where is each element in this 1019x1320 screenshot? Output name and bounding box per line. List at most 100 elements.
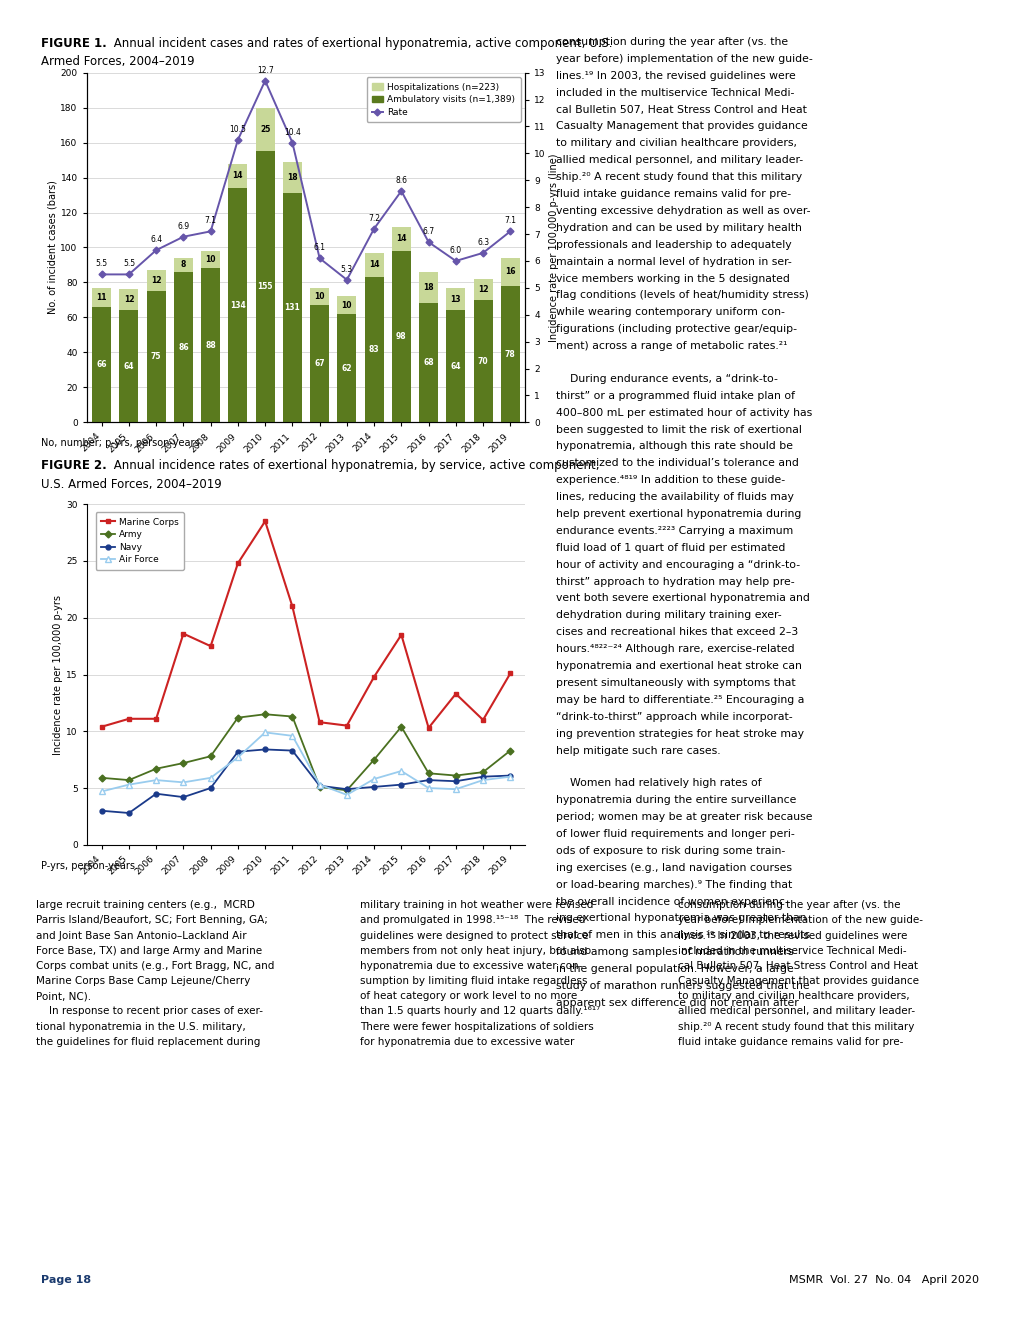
Text: 10: 10 — [341, 301, 352, 310]
Bar — [201, 268, 220, 422]
Marine Corps — [394, 627, 407, 643]
Text: 10: 10 — [314, 292, 325, 301]
Marine Corps — [422, 719, 434, 735]
Text: 6.9: 6.9 — [177, 222, 190, 231]
Army — [286, 709, 299, 725]
Marine Corps — [340, 718, 353, 734]
Text: that of men in this analysis is similar to results: that of men in this analysis is similar … — [555, 931, 809, 940]
Text: Marine Corps Base Camp Lejeune/Cherry: Marine Corps Base Camp Lejeune/Cherry — [36, 977, 250, 986]
Text: 18: 18 — [423, 284, 433, 292]
Text: year before) implementation of the new guide-: year before) implementation of the new g… — [678, 916, 922, 925]
Text: Annual incident cases and rates of exertional hyponatremia, active component, U.: Annual incident cases and rates of exert… — [110, 37, 612, 50]
Bar — [337, 314, 356, 422]
Marine Corps — [231, 556, 244, 572]
Text: help mitigate such rare cases.: help mitigate such rare cases. — [555, 746, 719, 755]
Text: 5.3: 5.3 — [340, 265, 353, 273]
Text: consumption during the year after (vs. the: consumption during the year after (vs. t… — [678, 900, 900, 911]
Text: FIGURE 2.: FIGURE 2. — [41, 459, 106, 473]
Text: fluid load of 1 quart of fluid per estimated: fluid load of 1 quart of fluid per estim… — [555, 543, 785, 553]
Bar — [92, 308, 111, 422]
Text: consumption during the year after (vs. the: consumption during the year after (vs. t… — [555, 37, 788, 48]
Text: to military and civilian healthcare providers,: to military and civilian healthcare prov… — [678, 991, 909, 1002]
Air Force — [96, 784, 108, 800]
Bar — [473, 300, 492, 422]
Bar — [282, 193, 302, 422]
Army — [177, 755, 190, 771]
Text: figurations (including protective gear/equip-: figurations (including protective gear/e… — [555, 325, 796, 334]
Navy — [122, 805, 135, 821]
Army — [205, 748, 217, 764]
Text: Page 18: Page 18 — [41, 1275, 91, 1286]
Text: 64: 64 — [123, 362, 135, 371]
Line: Navy: Navy — [99, 747, 513, 816]
Bar — [364, 252, 383, 277]
Text: 16: 16 — [504, 268, 515, 276]
Text: No, number; p-yrs, person-years.: No, number; p-yrs, person-years. — [41, 438, 202, 449]
Marine Corps — [96, 719, 108, 735]
Text: year before) implementation of the new guide-: year before) implementation of the new g… — [555, 54, 812, 63]
Text: Casualty Management that provides guidance: Casualty Management that provides guidan… — [555, 121, 807, 132]
Text: FIGURE 1.: FIGURE 1. — [41, 37, 106, 50]
Y-axis label: Incidence rate per 100,000 p-yrs (line): Incidence rate per 100,000 p-yrs (line) — [548, 153, 558, 342]
Text: included in the multiservice Technical Medi-: included in the multiservice Technical M… — [555, 87, 794, 98]
Text: lines.¹⁹ In 2003, the revised guidelines were: lines.¹⁹ In 2003, the revised guidelines… — [555, 71, 795, 81]
Text: while wearing contemporary uniform con-: while wearing contemporary uniform con- — [555, 308, 784, 317]
Bar — [201, 251, 220, 268]
Text: and promulgated in 1998.¹⁵⁻¹⁸  The revised: and promulgated in 1998.¹⁵⁻¹⁸ The revise… — [360, 916, 585, 925]
Air Force — [503, 768, 516, 784]
Text: 86: 86 — [178, 343, 189, 351]
Bar — [147, 271, 165, 292]
Text: “drink-to-thirst” approach while incorporat-: “drink-to-thirst” approach while incorpo… — [555, 711, 792, 722]
Navy — [313, 777, 325, 793]
Marine Corps — [286, 598, 299, 614]
Text: present simultaneously with symptoms that: present simultaneously with symptoms tha… — [555, 678, 795, 688]
Text: 6.3: 6.3 — [477, 238, 489, 247]
Text: 10: 10 — [205, 255, 216, 264]
Text: sumption by limiting fluid intake regardless: sumption by limiting fluid intake regard… — [360, 977, 587, 986]
Bar — [500, 257, 520, 286]
Text: the guidelines for fluid replacement during: the guidelines for fluid replacement dur… — [36, 1038, 260, 1047]
Text: guidelines were designed to protect service: guidelines were designed to protect serv… — [360, 931, 588, 941]
Army — [368, 751, 380, 767]
Text: vent both severe exertional hyponatremia and: vent both severe exertional hyponatremia… — [555, 594, 809, 603]
Marine Corps — [313, 714, 325, 730]
Air Force — [231, 750, 244, 766]
Text: customized to the individual’s tolerance and: customized to the individual’s tolerance… — [555, 458, 798, 469]
Bar — [446, 288, 465, 310]
Text: 6.7: 6.7 — [422, 227, 434, 236]
Text: in the general population. However, a large: in the general population. However, a la… — [555, 964, 793, 974]
Text: included in the multiservice Technical Medi-: included in the multiservice Technical M… — [678, 945, 906, 956]
Text: Parris Island/Beaufort, SC; Fort Benning, GA;: Parris Island/Beaufort, SC; Fort Benning… — [36, 916, 267, 925]
Text: Armed Forces, 2004–2019: Armed Forces, 2004–2019 — [41, 55, 195, 69]
Text: 11: 11 — [97, 293, 107, 302]
Bar — [391, 251, 411, 422]
Text: 14: 14 — [232, 172, 243, 181]
Marine Corps — [177, 626, 190, 642]
Text: U.S. Armed Forces, 2004–2019: U.S. Armed Forces, 2004–2019 — [41, 478, 221, 491]
Text: lines, reducing the availability of fluids may: lines, reducing the availability of flui… — [555, 492, 793, 502]
Text: hyponatremia and exertional heat stroke can: hyponatremia and exertional heat stroke … — [555, 661, 801, 671]
Text: study of marathon runners suggested that the: study of marathon runners suggested that… — [555, 981, 809, 991]
Text: been suggested to limit the risk of exertional: been suggested to limit the risk of exer… — [555, 425, 801, 434]
Army — [340, 783, 353, 799]
Text: venting excessive dehydration as well as over-: venting excessive dehydration as well as… — [555, 206, 810, 216]
Text: 12: 12 — [477, 285, 488, 294]
Text: large recruit training centers (e.g.,  MCRD: large recruit training centers (e.g., MC… — [36, 900, 255, 911]
Text: 10.4: 10.4 — [283, 128, 301, 137]
Army — [231, 710, 244, 726]
Text: 70: 70 — [477, 356, 488, 366]
Text: help prevent exertional hyponatremia during: help prevent exertional hyponatremia dur… — [555, 510, 801, 519]
Bar — [337, 297, 356, 314]
Text: hours.⁴⁸²²⁻²⁴ Although rare, exercise-related: hours.⁴⁸²²⁻²⁴ Although rare, exercise-re… — [555, 644, 794, 655]
Text: for hyponatremia due to excessive water: for hyponatremia due to excessive water — [360, 1038, 574, 1047]
Text: 88: 88 — [205, 341, 216, 350]
Bar — [446, 310, 465, 422]
Text: Point, NC).: Point, NC). — [36, 991, 91, 1002]
Army — [313, 779, 325, 795]
Air Force — [422, 780, 434, 796]
Text: 7.1: 7.1 — [205, 216, 216, 226]
Air Force — [477, 772, 489, 788]
Text: Force Base, TX) and large Army and Marine: Force Base, TX) and large Army and Marin… — [36, 945, 262, 956]
Navy — [96, 803, 108, 818]
Text: professionals and leadership to adequately: professionals and leadership to adequate… — [555, 240, 791, 249]
